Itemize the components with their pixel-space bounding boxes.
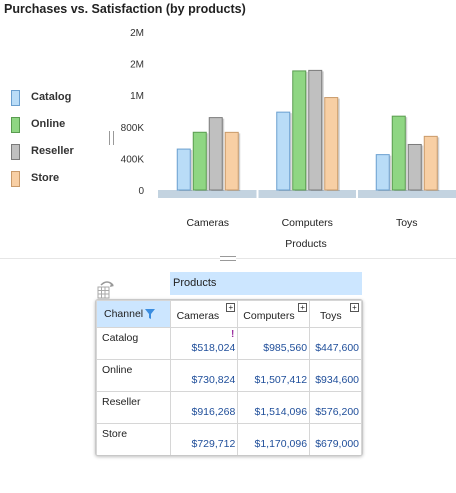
- row-header[interactable]: Catalog: [96, 327, 171, 360]
- pane-resize-handle[interactable]: [220, 256, 236, 261]
- table-cell[interactable]: $1,507,412: [237, 359, 311, 392]
- bar-catalog-cameras: [176, 148, 191, 191]
- table-cell[interactable]: $576,200: [309, 391, 362, 424]
- bar-store-computers: [324, 97, 339, 191]
- row-header[interactable]: Reseller: [96, 391, 171, 424]
- bar-online-toys: [391, 115, 406, 191]
- column-header-computers[interactable]: Computers +: [237, 300, 311, 328]
- y-tick-label: 0: [138, 186, 144, 197]
- table-row: Reseller $916,268 $1,514,096 $576,200: [96, 391, 362, 424]
- x-axis-label: Products: [285, 238, 326, 250]
- legend-label: Catalog: [31, 91, 72, 103]
- y-tick-label: 2M: [130, 28, 144, 39]
- bar-store-toys: [423, 135, 438, 191]
- expand-icon[interactable]: +: [350, 303, 359, 312]
- column-header-label: Toys: [320, 310, 342, 322]
- legend-resize-handle[interactable]: [109, 131, 114, 145]
- bar-catalog-toys: [375, 154, 390, 191]
- expand-icon[interactable]: +: [298, 303, 308, 312]
- bar-reseller-cameras: [208, 117, 223, 191]
- row-dimension-header[interactable]: Channel: [96, 300, 171, 328]
- column-dimension-header[interactable]: Products: [170, 272, 362, 295]
- legend-label: Store: [31, 172, 60, 184]
- column-header-cameras[interactable]: Cameras +: [169, 300, 239, 328]
- legend-swatch: [11, 144, 20, 160]
- row-header[interactable]: Store: [96, 423, 171, 455]
- x-axis-band: [158, 190, 456, 198]
- table-row: Online $730,824 $1,507,412 $934,600: [96, 359, 362, 392]
- column-header-toys[interactable]: Toys +: [309, 300, 362, 328]
- bar-online-computers: [292, 70, 307, 191]
- filter-icon[interactable]: [145, 309, 155, 319]
- pivot-table: Channel Cameras + Computers + Toys + Cat…: [95, 299, 363, 456]
- table-cell[interactable]: ! $518,024: [169, 327, 239, 360]
- bar-catalog-computers: [276, 111, 291, 191]
- column-header-label: Cameras: [176, 310, 220, 322]
- y-tick-label: 800K: [121, 123, 145, 134]
- legend-label: Online: [31, 118, 66, 130]
- chart-title: Purchases vs. Satisfaction (by products): [4, 2, 246, 16]
- y-tick-label: 2M: [130, 60, 144, 71]
- table-cell[interactable]: $985,560: [237, 327, 311, 360]
- y-tick-label: 1M: [130, 91, 144, 102]
- table-cell[interactable]: $1,170,096: [237, 423, 311, 455]
- x-tick-label: Toys: [396, 217, 418, 229]
- y-tick-label: 400K: [121, 154, 145, 165]
- legend-swatch: [11, 117, 20, 133]
- legend-swatch: [11, 90, 20, 106]
- bar-chart: 0 400K 800K 1M 2M 2M Cameras Computers Toys Produ…: [121, 28, 456, 250]
- table-cell[interactable]: $679,000: [309, 423, 362, 455]
- table-row: Catalog ! $518,024 $985,560 $447,600: [96, 327, 362, 360]
- table-cell[interactable]: $934,600: [309, 359, 362, 392]
- expand-icon[interactable]: +: [226, 303, 236, 312]
- table-cell[interactable]: $1,514,096: [237, 391, 311, 424]
- row-dimension-label: Channel: [104, 308, 144, 320]
- table-cell[interactable]: $729,712: [169, 423, 239, 455]
- column-header-label: Computers: [243, 310, 295, 322]
- x-tick-label: Computers: [282, 217, 333, 229]
- row-header[interactable]: Online: [96, 359, 171, 392]
- legend-swatch: [11, 171, 20, 187]
- table-row: Store $729,712 $1,170,096 $679,000: [96, 423, 362, 455]
- bar-online-cameras: [192, 131, 207, 191]
- bar-store-cameras: [224, 131, 239, 191]
- bar-reseller-toys: [407, 143, 422, 191]
- swap-axes-icon[interactable]: [97, 279, 117, 299]
- table-cell[interactable]: $447,600: [309, 327, 362, 360]
- x-tick-label: Cameras: [186, 217, 229, 229]
- bar-reseller-computers: [308, 69, 323, 191]
- legend-label: Reseller: [31, 145, 74, 157]
- warning-icon: !: [230, 329, 235, 340]
- table-cell[interactable]: $916,268: [169, 391, 239, 424]
- table-cell[interactable]: $730,824: [169, 359, 239, 392]
